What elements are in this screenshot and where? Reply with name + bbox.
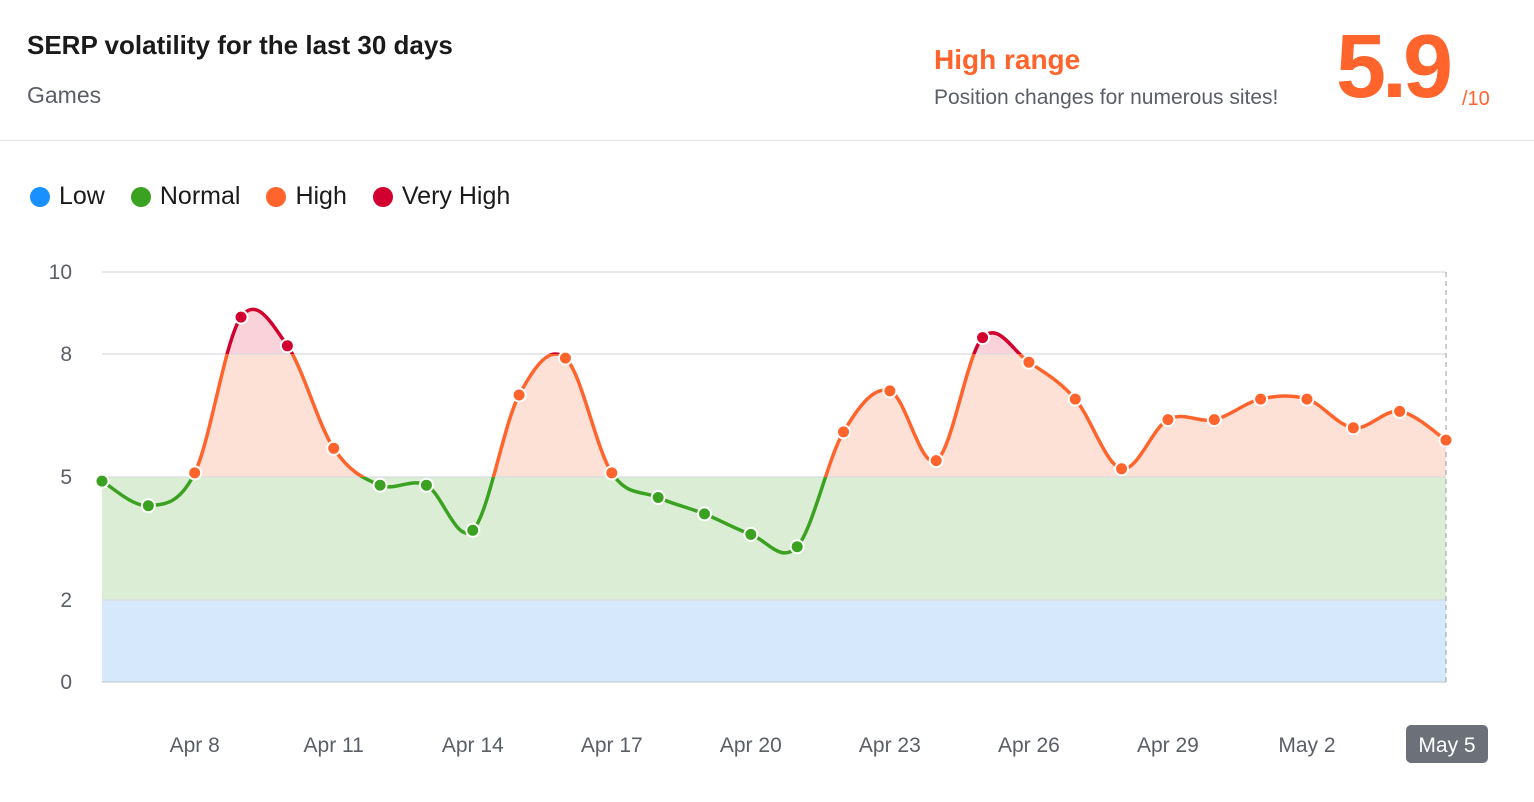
legend-item-very-high[interactable]: Very High <box>372 182 511 211</box>
legend-dot-high <box>266 186 287 207</box>
x-tick-label-selected: May 5 <box>1418 734 1475 757</box>
y-tick-label: 5 <box>60 466 72 489</box>
legend-dot-very-high <box>372 186 393 207</box>
legend-item-high[interactable]: High <box>266 182 347 211</box>
legend-item-low[interactable]: Low <box>30 182 105 211</box>
y-tick-label: 0 <box>60 671 72 694</box>
x-tick-label: Apr 11 <box>304 734 364 757</box>
low-band <box>102 600 1446 682</box>
legend-label-normal: Normal <box>159 182 241 210</box>
data-point[interactable] <box>743 526 759 542</box>
x-tick-label: Apr 14 <box>442 734 504 757</box>
data-point[interactable] <box>187 465 203 481</box>
chart-header: SERP volatility for the last 30 days Gam… <box>0 0 1534 141</box>
legend-item-normal[interactable]: Normal <box>130 182 241 211</box>
data-point[interactable] <box>1438 432 1454 448</box>
data-point[interactable] <box>418 477 434 493</box>
legend-dot-low <box>30 186 50 207</box>
x-tick-label: Apr 20 <box>720 734 782 757</box>
data-point[interactable] <box>372 477 388 493</box>
volatility-score: 5.9 <box>1336 17 1453 117</box>
selected-date-tag[interactable] <box>1406 725 1488 763</box>
x-tick-label: Apr 29 <box>1137 734 1199 757</box>
x-tick-label: Apr 17 <box>581 734 643 757</box>
category-subtitle: Games <box>27 82 102 108</box>
range-description: Position changes for numerous sites! <box>934 86 1279 109</box>
legend-label-high: High <box>295 182 347 210</box>
data-point[interactable] <box>1114 461 1130 477</box>
x-tick-label: Apr 26 <box>998 734 1060 757</box>
y-tick-label: 10 <box>49 261 72 284</box>
legend-label-low: Low <box>59 182 105 210</box>
data-point[interactable] <box>326 440 342 456</box>
volatility-chart: 0 2 5 8 10 Apr 8 Apr 11 Apr 14 Apr 17 Apr 20 Apr 2… <box>49 261 1488 763</box>
normal-band <box>102 477 1446 600</box>
data-point[interactable] <box>279 338 295 354</box>
legend-label-very-high: Very High <box>401 182 511 210</box>
data-point[interactable] <box>836 424 852 440</box>
range-title: High range <box>934 44 1081 75</box>
data-point[interactable] <box>1067 391 1083 407</box>
high-area <box>102 354 1446 477</box>
data-point[interactable] <box>1160 412 1176 428</box>
data-point[interactable] <box>604 465 620 481</box>
y-tick-label: 2 <box>60 589 72 612</box>
chart-title: SERP volatility for the last 30 days <box>27 30 453 60</box>
data-point[interactable] <box>233 309 249 325</box>
data-point[interactable] <box>696 506 712 522</box>
data-point[interactable] <box>1206 412 1222 428</box>
series-line-high <box>190 354 1447 477</box>
data-point[interactable] <box>650 490 666 505</box>
data-point[interactable] <box>928 453 944 469</box>
data-point[interactable] <box>140 498 156 514</box>
data-point[interactable] <box>789 539 805 555</box>
data-point[interactable] <box>1253 391 1269 407</box>
data-point[interactable] <box>1021 354 1037 370</box>
data-point[interactable] <box>1345 420 1361 436</box>
data-point[interactable] <box>94 473 110 489</box>
data-point[interactable] <box>975 330 991 346</box>
chart-legend: Low Normal High Very High <box>30 182 536 211</box>
data-point[interactable] <box>511 387 527 403</box>
legend-dot-normal <box>130 186 151 207</box>
data-point[interactable] <box>1299 391 1315 407</box>
x-tick-label: Apr 8 <box>170 734 220 757</box>
data-point[interactable] <box>557 350 573 366</box>
data-point[interactable] <box>1392 403 1408 419</box>
data-point[interactable] <box>465 522 481 538</box>
y-tick-label: 8 <box>60 343 72 366</box>
x-tick-label: May 2 <box>1278 734 1335 757</box>
volatility-score-max: /10 <box>1462 88 1490 110</box>
x-tick-label: Apr 23 <box>859 734 921 757</box>
data-point[interactable] <box>882 383 898 399</box>
